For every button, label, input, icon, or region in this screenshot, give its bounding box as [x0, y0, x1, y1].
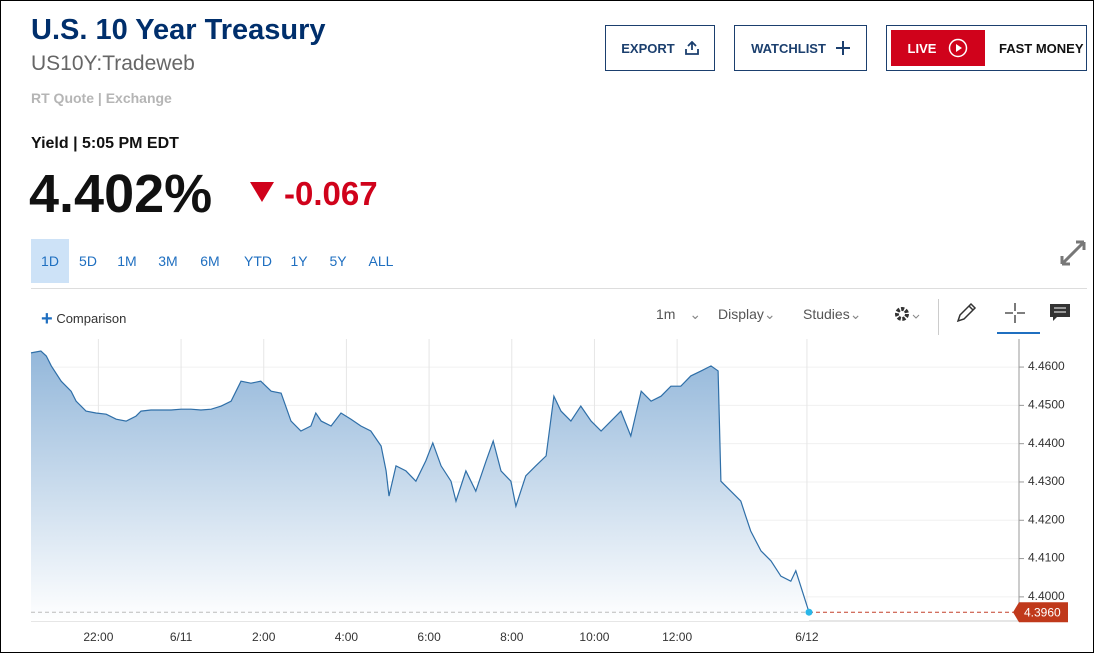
source: RT Quote | Exchange: [31, 90, 172, 106]
price-tag: [1013, 602, 1068, 623]
comparison-button[interactable]: + Comparison: [41, 308, 127, 330]
range-tab[interactable]: 1D: [31, 239, 69, 283]
area: [31, 351, 809, 621]
interval-label: 1m: [656, 306, 676, 322]
range-tab[interactable]: 1M: [117, 253, 137, 269]
export-button[interactable]: EXPORT: [605, 25, 715, 71]
x-tick-label: 4:00: [335, 630, 359, 644]
live-label: LIVE: [907, 40, 937, 56]
settings-icon[interactable]: [893, 305, 925, 325]
x-tick-label: 12:00: [662, 630, 692, 644]
comparison-label: Comparison: [56, 311, 127, 326]
display-menu[interactable]: Display⌄: [718, 306, 776, 322]
x-tick-label: 8:00: [500, 630, 524, 644]
plus-icon: [835, 41, 850, 55]
range-tab[interactable]: ALL: [368, 253, 394, 269]
x-tick-label: 10:00: [579, 630, 609, 644]
comment-icon[interactable]: [1049, 303, 1071, 323]
symbol: US10Y:Tradeweb: [31, 52, 195, 75]
range-tab[interactable]: 6M: [200, 253, 220, 269]
active-underline: [997, 332, 1040, 334]
interval-menu[interactable]: 1m ⌄: [656, 306, 702, 322]
range-tab[interactable]: 5D: [79, 253, 97, 269]
export-label: EXPORT: [621, 40, 675, 56]
separator: [31, 288, 1087, 289]
last-price: 4.402%: [29, 164, 213, 224]
export-icon: [684, 41, 699, 55]
x-tick-label: 6/12: [795, 630, 819, 644]
y-tick-label: 4.4100: [1028, 551, 1065, 565]
live-button[interactable]: LIVE FAST MONEY: [886, 25, 1087, 71]
watchlist-button[interactable]: WATCHLIST: [734, 25, 867, 71]
crosshair-icon[interactable]: [1004, 302, 1026, 324]
studies-menu[interactable]: Studies⌄: [803, 306, 862, 322]
y-tick-label: 4.4500: [1028, 398, 1065, 412]
studies-label: Studies: [803, 306, 850, 322]
y-tick-label: 4.4200: [1028, 512, 1065, 526]
x-tick-label: 6/11: [170, 630, 193, 644]
quote-label: Yield | 5:05 PM EDT: [31, 135, 179, 152]
y-tick-label: 4.4300: [1028, 474, 1065, 488]
range-tab[interactable]: YTD: [244, 253, 272, 269]
range-tab[interactable]: 3M: [158, 253, 178, 269]
line: [30, 350, 810, 613]
range-tab[interactable]: 1Y: [290, 253, 308, 269]
expand-icon[interactable]: [1059, 239, 1087, 267]
display-label: Display: [718, 306, 764, 322]
live-badge: LIVE: [891, 30, 985, 66]
range-tab[interactable]: 5Y: [329, 253, 347, 269]
y-tick-label: 4.4400: [1028, 436, 1065, 450]
change: -0.067: [284, 175, 378, 212]
x-tick-label: 2:00: [252, 630, 276, 644]
watchlist-label: WATCHLIST: [751, 40, 826, 56]
play-icon: [949, 38, 968, 58]
price-tag-label: 4.3960: [1024, 605, 1061, 619]
y-tick-label: 4.4600: [1028, 359, 1065, 373]
y-tick-label: 4.4000: [1028, 589, 1065, 603]
chart: 4.4600 4.4500 4.4400 4.4300 4.4200 4.4100 4.40…: [30, 339, 1068, 644]
down-arrow: [250, 182, 274, 202]
draw-icon[interactable]: [955, 302, 977, 324]
last-point: [805, 608, 813, 616]
fast-money-label: FAST MONEY: [999, 40, 1084, 56]
divider: [938, 299, 939, 335]
title: U.S. 10 Year Treasury: [31, 14, 326, 46]
x-tick-label: 6:00: [417, 630, 441, 644]
x-tick-label: 22:00: [83, 630, 113, 644]
